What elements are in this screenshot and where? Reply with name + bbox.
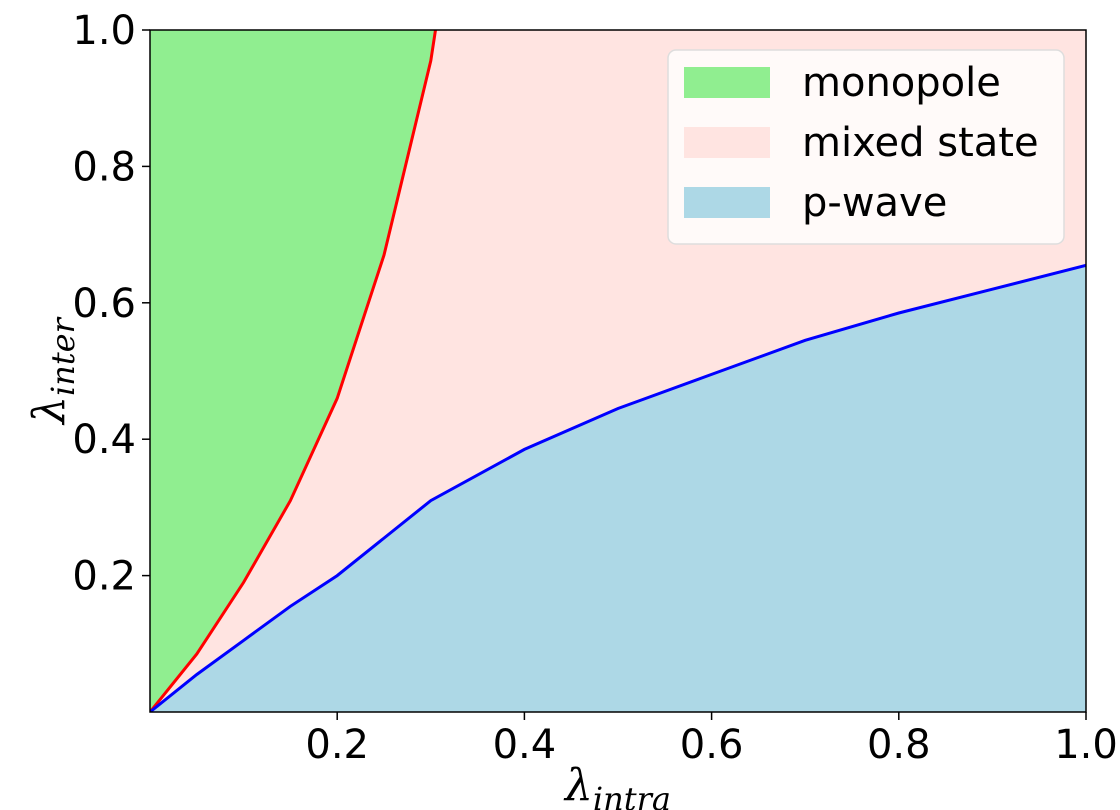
x-axis-label: λintra: [563, 760, 671, 810]
y-axis-ticks: 0.2 0.4 0.6 0.8 1.0: [72, 8, 150, 600]
region-p-wave: [150, 265, 1086, 712]
y-tick-label: 0.4: [72, 417, 136, 463]
legend-swatch: [684, 127, 770, 158]
boundary-line-blue: [150, 263, 1086, 712]
x-tick-label: 0.4: [493, 722, 557, 768]
legend-label: mixed state: [802, 120, 1039, 166]
boundary-line-red: [150, 30, 437, 712]
y-tick-label: 0.8: [72, 144, 136, 190]
legend-swatch: [684, 187, 770, 218]
x-axis-ticks: 0.2 0.4 0.6 0.8 1.0: [305, 712, 1118, 768]
x-tick-label: 0.8: [867, 722, 931, 768]
x-tick-label: 0.6: [680, 722, 744, 768]
legend-swatch: [684, 67, 770, 98]
y-tick-label: 1.0: [72, 8, 136, 54]
region-monopole: [150, 30, 436, 712]
legend: monopole mixed state p-wave: [667, 49, 1065, 245]
y-tick-label: 0.6: [72, 281, 136, 327]
x-tick-label: 0.2: [305, 722, 369, 768]
x-tick-label: 1.0: [1054, 722, 1118, 768]
y-axis-label: λinter: [24, 316, 82, 426]
y-tick-label: 0.2: [72, 554, 136, 600]
legend-label: monopole: [802, 60, 1001, 106]
plot-frame: [149, 29, 1087, 713]
legend-label: p-wave: [802, 180, 947, 226]
